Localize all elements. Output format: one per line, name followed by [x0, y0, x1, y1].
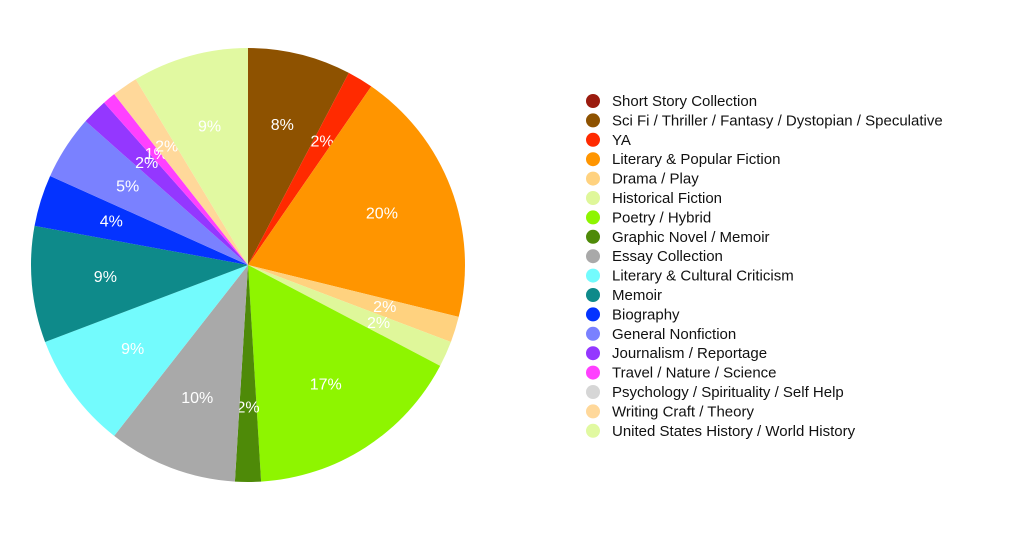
slice-label: 4% [100, 214, 123, 231]
pie-slice [34, 175, 249, 265]
legend-label: Literary & Cultural Criticism [612, 268, 794, 285]
legend-label: Essay Collection [612, 248, 723, 265]
pie-slice [248, 48, 349, 265]
slice-label: 17% [310, 376, 342, 393]
pie-slice [85, 102, 248, 265]
legend-swatch [586, 94, 600, 108]
slice-label: 20% [366, 205, 398, 222]
legend-label: United States History / World History [612, 423, 856, 440]
legend-swatch [586, 288, 600, 302]
legend-label: Travel / Nature / Science [612, 365, 777, 382]
pie-slice [248, 265, 441, 482]
legend-label: Sci Fi / Thriller / Fantasy / Dystopian … [612, 112, 943, 129]
legend-swatch [586, 152, 600, 167]
legend-label: Short Story Collection [612, 93, 757, 110]
legend-label: YA [612, 132, 631, 149]
legend-label: General Nonfiction [612, 326, 736, 343]
legend-label: Drama / Play [612, 171, 699, 188]
pie-slice [45, 265, 249, 436]
legend-swatch [586, 229, 600, 244]
legend-swatch [586, 268, 600, 283]
legend-swatch [586, 326, 600, 341]
legend-swatch [586, 307, 600, 322]
pie-slice [234, 265, 262, 482]
pie-slice [50, 121, 248, 265]
legend-swatch [586, 423, 600, 438]
slice-label: 2% [367, 315, 390, 332]
legend-label: Biography [612, 306, 680, 323]
slice-label: 2% [373, 299, 396, 316]
pie-slice [135, 48, 248, 265]
legend-label: Literary & Popular Fiction [612, 151, 780, 168]
legend-swatch [586, 113, 600, 128]
legend-swatch [586, 171, 600, 186]
legend-swatch [586, 404, 600, 419]
pie-slice [104, 94, 248, 265]
slice-label: 2% [311, 134, 334, 151]
slice-label: 5% [116, 178, 139, 195]
legend-label: Journalism / Reportage [612, 345, 767, 362]
slice-label: 9% [198, 118, 221, 135]
legend-label: Graphic Novel / Memoir [612, 229, 770, 246]
legend-label: Memoir [612, 287, 662, 304]
pie-slice [248, 265, 451, 366]
legend-swatch [586, 249, 600, 264]
pie-slice [248, 72, 372, 265]
legend-swatch [586, 191, 600, 205]
pie-slice [114, 265, 249, 482]
legend-label: Poetry / Hybrid [612, 209, 711, 226]
pie-slice [248, 265, 459, 342]
legend-swatch [586, 132, 600, 147]
slice-label: 8% [271, 117, 294, 134]
pie-slice [30, 225, 248, 342]
slice-label: 10% [181, 390, 213, 407]
legend-label: Psychology / Spirituality / Self Help [612, 384, 844, 401]
slice-label: 9% [121, 341, 144, 358]
legend-label: Historical Fiction [612, 190, 722, 207]
slice-label: 2% [135, 155, 158, 172]
legend-label: Writing Craft / Theory [612, 403, 754, 420]
slice-label: 2% [155, 138, 178, 155]
slice-label: 9% [94, 269, 117, 286]
legend-swatch [586, 365, 600, 380]
pie-slice [248, 86, 465, 317]
legend-swatch [586, 385, 600, 399]
legend-swatch [586, 210, 600, 225]
legend-swatch [586, 346, 600, 361]
slice-label: 2% [236, 399, 259, 416]
pie-slice [114, 79, 249, 265]
